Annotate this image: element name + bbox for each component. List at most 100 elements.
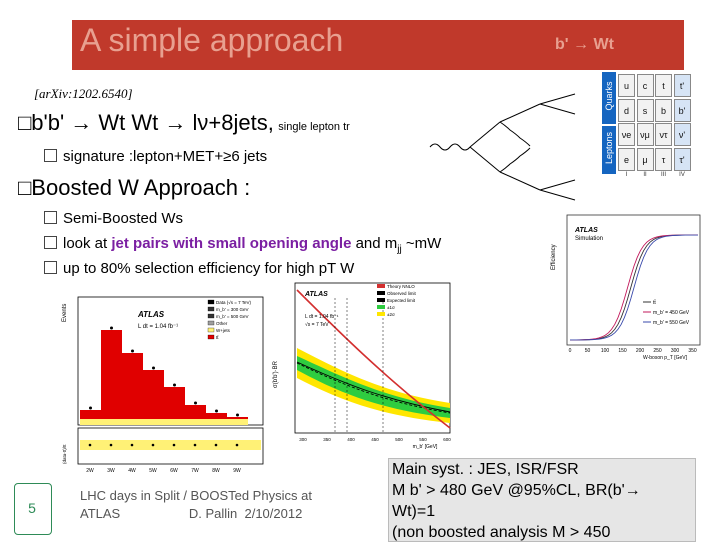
legend-swatch (377, 305, 385, 309)
data-point (236, 413, 239, 417)
legend-swatch (377, 312, 385, 316)
legend-swatch (207, 334, 215, 340)
legend-entry: m_b' = 550 GeV (653, 320, 690, 326)
quarks-side-label: Quarks (604, 81, 614, 111)
bin-label: 4W (128, 468, 136, 474)
legend-swatch (377, 291, 385, 295)
legend-swatch (207, 327, 215, 333)
histogram-bar (164, 387, 185, 425)
bin-label: 9W (233, 468, 241, 474)
legend-entry: Data (√s = 7 TeV) (216, 300, 252, 305)
legend-swatch (377, 284, 385, 288)
histogram-bar-wjets (122, 419, 143, 425)
bin-label: 6W (170, 468, 178, 474)
x-tick-label: 200 (636, 348, 645, 354)
particle-cell: b' (673, 98, 691, 122)
gluon-line (429, 143, 471, 151)
histogram-bar (143, 370, 164, 425)
sub-bullet-3: look at jet pairs with small opening ang… (44, 235, 441, 255)
x-axis-label: W-boson p_T [GeV] (643, 355, 688, 360)
cross-section-limit-plot: σ(b'b')·BR ATLAS L dt = 1.04 fb⁻¹√s = 7 Te… (273, 282, 451, 450)
band-1sigma (297, 356, 450, 418)
legend-entry: m_b' = 500 GeV (216, 314, 249, 319)
bullet-1-text: b'b' → Wt Wt → lν+8jets, (31, 110, 274, 135)
quark-line (539, 189, 576, 201)
histogram-bar-wjets (185, 419, 206, 425)
legend-swatch (207, 320, 215, 326)
x-axis-label: m_b' [GeV] (413, 444, 438, 450)
histogram-bar-wjets (227, 419, 248, 425)
energy-label: √s = 7 TeV (305, 321, 329, 328)
x-tick-label: 250 (653, 348, 662, 354)
particle-cell: c (636, 74, 654, 97)
generation-label: IV (679, 172, 685, 178)
sub-bullet-4: up to 80% selection efficiency for high … (44, 260, 354, 277)
histogram-bar (101, 330, 122, 425)
x-tick-label: 100 (601, 348, 610, 354)
bin-label: 3W (107, 468, 115, 474)
particle-cell: u (618, 74, 635, 97)
histogram-bar (122, 353, 143, 425)
w-boson-line (499, 147, 531, 173)
legend-entry: tt̄ (216, 334, 219, 340)
quark-line (499, 103, 541, 123)
legend-entry: ±1σ (387, 305, 395, 310)
nw-histogram: Events ATLAS L dt = 1.04 fb⁻¹ Data (√s = 7 … (62, 296, 264, 474)
bin-label: 7W (191, 468, 199, 474)
arxiv-reference: [arXiv:1202.6540] (34, 86, 133, 101)
luminosity-label: L dt = 1.04 fb⁻¹ (305, 314, 339, 320)
ratio-point (235, 443, 239, 447)
simulation-label: Simulation (575, 236, 603, 242)
theory-nnlo-line (296, 289, 451, 429)
sub-bullet-3-text-c: and m (351, 235, 398, 252)
x-tick-label: 550 (419, 437, 427, 442)
particle-cell: e (618, 147, 635, 171)
generation-label: III (660, 172, 666, 178)
page-number: 5 (28, 500, 36, 516)
legend-swatch (207, 313, 215, 319)
checkbox-icon (44, 211, 57, 224)
quark-line (539, 179, 576, 191)
slide-title: A simple approach (80, 22, 344, 58)
ratio-point (88, 443, 92, 447)
particle-cell: ντ (655, 123, 672, 146)
title-bar (72, 20, 684, 70)
legend-swatch (207, 306, 215, 312)
sub-bullet-1-text: signature :lepton+MET+≥6 jets (63, 148, 268, 165)
particle-cell: ν' (673, 123, 691, 146)
checkbox-icon (44, 149, 57, 162)
ratio-point (193, 443, 197, 447)
particle-cell: b (655, 98, 672, 122)
leptons-side-label-bg (602, 126, 616, 174)
efficiency-plot: Efficiency ATLAS Simulation 0 50 100 150 200 250… (551, 214, 701, 360)
particle-cell: s (636, 98, 654, 122)
sub-bullet-3-subscript: jj (397, 244, 402, 255)
efficiency-curve-550 (569, 234, 699, 341)
observed-limit-line (296, 361, 451, 413)
bullet-marker: □ (18, 175, 32, 200)
particle-cell: νμ (636, 123, 654, 146)
x-tick-label: 300 (671, 348, 680, 354)
histogram-bar-wjets (206, 419, 227, 425)
ratio-label: (data-tt)/tt (62, 444, 67, 464)
generation-labels: I II III IV (618, 172, 692, 180)
bullet-1-small: single lepton tr (278, 121, 350, 133)
x-tick-label: 350 (688, 348, 697, 354)
particle-cell: d (618, 98, 635, 122)
ratio-point (109, 443, 113, 447)
particle-cell: νe (618, 123, 635, 146)
sub-bullet-1: signature :lepton+MET+≥6 jets (44, 148, 267, 165)
legend-entry: Observed limit (387, 291, 417, 296)
legend-entry: Expected limit (387, 298, 416, 303)
sub-bullet-2: Semi-Boosted Ws (44, 210, 183, 227)
bullet-marker: □ (18, 110, 32, 135)
ratio-band (80, 440, 261, 450)
atlas-label: ATLAS (574, 227, 598, 234)
data-point (110, 326, 113, 330)
ratio-point (151, 443, 155, 447)
particle-cell: t (655, 74, 672, 97)
histogram-bar-wjets (101, 419, 122, 425)
luminosity-label: L dt = 1.04 fb⁻¹ (138, 324, 178, 330)
data-point (131, 349, 134, 353)
particle-cell: t' (673, 74, 691, 97)
